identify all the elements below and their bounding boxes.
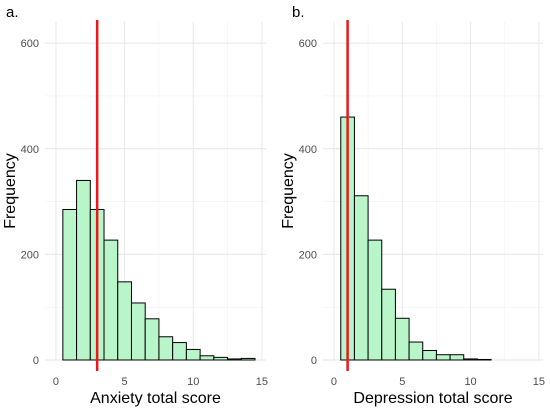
- y-tick-label: 400: [21, 144, 39, 156]
- x-tick-label: 5: [122, 376, 128, 388]
- x-tick-label: 10: [187, 376, 199, 388]
- x-tick-label: 0: [53, 376, 59, 388]
- histogram-bar: [213, 356, 229, 361]
- histogram-bar: [394, 317, 410, 361]
- y-tick-label: 600: [299, 38, 317, 50]
- y-tick-label: 0: [33, 355, 39, 367]
- histogram-bar: [103, 239, 119, 361]
- panel-label: b.: [292, 4, 305, 21]
- y-axis-title: Frequency: [2, 153, 19, 229]
- y-tick-label: 0: [311, 355, 317, 367]
- x-tick-label: 10: [464, 376, 476, 388]
- histogram-bar: [130, 302, 146, 361]
- y-tick-label: 600: [21, 38, 39, 50]
- panel-label: a.: [6, 4, 19, 21]
- histogram-bar: [463, 358, 478, 361]
- histogram-bar: [227, 358, 242, 361]
- histogram-bar: [435, 354, 451, 361]
- panel-b: 0 200 400 600 0 5 10 15 Depression total score Fr…: [280, 4, 545, 407]
- histogram-bar: [408, 341, 424, 361]
- panel-a: 0 200 400 600 0 5 10 15 Anxiety total score Frequ…: [2, 4, 268, 407]
- histogram-bar: [144, 318, 160, 361]
- histogram-bar: [172, 342, 187, 361]
- histogram-bar: [422, 349, 437, 361]
- x-axis-title: Anxiety total score: [90, 390, 221, 407]
- histogram-bar: [185, 348, 201, 361]
- histogram-bar: [62, 208, 78, 361]
- histogram-bar: [449, 354, 465, 361]
- histogram-bar: [476, 358, 492, 361]
- histogram-bar: [199, 355, 215, 361]
- x-tick-label: 5: [399, 376, 405, 388]
- x-tick-label: 15: [256, 376, 268, 388]
- histogram-bar: [240, 357, 256, 361]
- histogram-bar: [117, 281, 132, 361]
- histogram-bar: [76, 179, 91, 361]
- x-axis-title: Depression total score: [353, 390, 512, 407]
- histogram-bar: [353, 195, 369, 361]
- histogram-bar: [381, 288, 396, 361]
- histogram-bar: [158, 336, 174, 361]
- y-axis-title: Frequency: [280, 153, 297, 229]
- x-tick-label: 15: [533, 376, 545, 388]
- y-tick-label: 400: [299, 144, 317, 156]
- x-tick-label: 0: [331, 376, 337, 388]
- histogram-bar: [367, 239, 383, 361]
- y-tick-label: 200: [21, 249, 39, 261]
- y-tick-label: 200: [299, 249, 317, 261]
